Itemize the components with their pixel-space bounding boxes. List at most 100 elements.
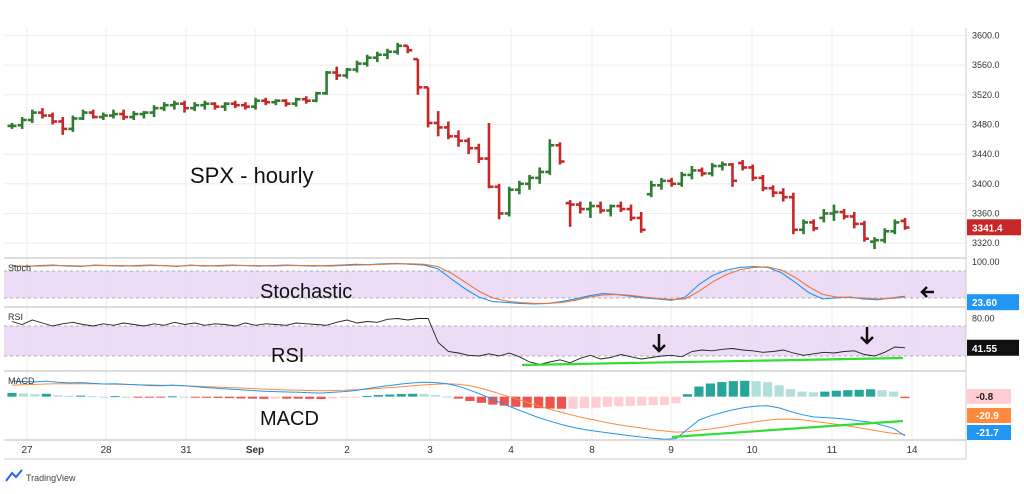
macd-histogram-bar	[648, 396, 658, 406]
price-bar	[748, 164, 758, 181]
macd-line-value: -21.7	[976, 428, 999, 439]
price-bar	[322, 71, 332, 95]
price-bar	[139, 111, 149, 119]
price-bar	[474, 143, 484, 164]
price-bar	[525, 174, 535, 190]
price-bar	[636, 212, 646, 233]
price-bar	[555, 142, 565, 165]
left-arrow-icon	[920, 286, 934, 298]
macd-histogram-bar	[831, 390, 841, 397]
price-bar	[88, 109, 98, 119]
macd-histogram-bar	[190, 396, 200, 398]
price-bar	[210, 102, 220, 110]
price-bar	[799, 219, 809, 235]
macd-histogram-bar	[602, 396, 612, 407]
macd-histogram-bar	[591, 396, 601, 408]
macd-histogram-bar	[843, 390, 853, 397]
stoch-d-line	[11, 263, 906, 304]
price-bar	[362, 54, 372, 67]
macd-histogram-bar	[236, 396, 246, 399]
macd-histogram-value: -0.8	[976, 392, 994, 403]
macd-histogram-bar	[144, 396, 154, 398]
price-bar	[870, 237, 880, 250]
price-bar	[108, 109, 118, 119]
x-tick-label: 31	[180, 445, 192, 456]
price-bar	[190, 102, 200, 112]
x-tick-label: 10	[746, 445, 758, 456]
x-tick-label: 9	[668, 445, 674, 456]
macd-histogram-bar	[305, 396, 315, 399]
macd-histogram-bar	[156, 396, 166, 398]
macd-histogram-bar	[534, 396, 544, 409]
price-tick-label: 3560.0	[972, 60, 1000, 70]
macd-histogram-bar	[362, 396, 372, 398]
price-bar	[443, 121, 453, 140]
price-bar	[890, 219, 900, 235]
macd-histogram-bar	[728, 381, 738, 397]
price-bar	[7, 122, 17, 129]
price-bar	[829, 204, 839, 221]
macd-histogram-bar	[121, 396, 132, 398]
macd-histogram-bar	[396, 393, 406, 397]
price-bar	[778, 188, 788, 202]
rsi-line	[11, 318, 906, 365]
price-bar	[200, 100, 210, 110]
price-bar	[180, 100, 190, 113]
macd-histogram-bar	[316, 396, 326, 400]
rsi-pane[interactable]	[11, 318, 906, 367]
macd-histogram-bar	[888, 391, 899, 397]
price-bar	[717, 161, 727, 171]
macd-histogram-bar	[705, 383, 715, 397]
x-tick-label: 11	[827, 445, 838, 456]
labels: SPX - hourly Stoch Stochastic RSI RSI MA…	[8, 163, 352, 430]
price-bar	[98, 112, 108, 120]
rsi-value-label: 41.55	[972, 344, 997, 355]
macd-histogram-bar	[659, 396, 670, 405]
macd-histogram-bar	[625, 396, 635, 406]
macd-histogram-bar	[820, 391, 830, 397]
price-bar	[707, 163, 717, 177]
price-bar	[768, 185, 778, 198]
price-bar	[220, 102, 230, 112]
macd-histogram-bar	[682, 394, 693, 397]
price-bar	[271, 99, 281, 106]
tradingview-brand[interactable]: TradingView	[26, 473, 76, 483]
macd-histogram-bar	[167, 396, 177, 398]
macd-histogram-bar	[327, 396, 338, 399]
macd-histogram-bar	[476, 396, 486, 403]
price-bar	[504, 186, 514, 217]
price-bar	[585, 201, 595, 218]
rsi-annotation: RSI	[271, 345, 304, 367]
macd-line-value-tag	[967, 425, 1011, 440]
price-bars[interactable]	[7, 42, 910, 250]
macd-histogram-bar	[785, 389, 796, 397]
stoch-value-tag	[967, 294, 1019, 311]
macd-histogram-bar	[350, 396, 361, 398]
price-bar	[311, 91, 321, 103]
price-bar	[27, 109, 37, 123]
price-bar	[372, 51, 382, 63]
macd-pane[interactable]	[7, 380, 910, 440]
macd-histogram-bar	[671, 396, 681, 404]
grid	[4, 28, 966, 440]
down-arrow-icon	[860, 327, 874, 345]
macd-histogram-bar	[637, 396, 647, 406]
price-bar	[646, 180, 656, 198]
price-tick-label: 3440.0	[972, 149, 1000, 159]
macd-histogram-bar	[808, 392, 818, 397]
price-tick-label: 3360.0	[972, 208, 1000, 218]
macd-histogram-bar	[213, 396, 223, 398]
price-bar	[880, 228, 890, 244]
price-bar	[281, 99, 291, 107]
macd-histogram-bar	[339, 396, 349, 398]
macd-histogram-bar	[614, 396, 624, 407]
price-bar	[596, 201, 606, 214]
macd-histogram-bar	[282, 396, 292, 399]
x-tick-label: 2	[344, 445, 350, 456]
price-bar	[758, 174, 768, 192]
macd-histogram-bar	[568, 396, 578, 409]
stochastic-pane[interactable]	[11, 262, 934, 305]
macd-histogram-bar	[373, 395, 383, 397]
